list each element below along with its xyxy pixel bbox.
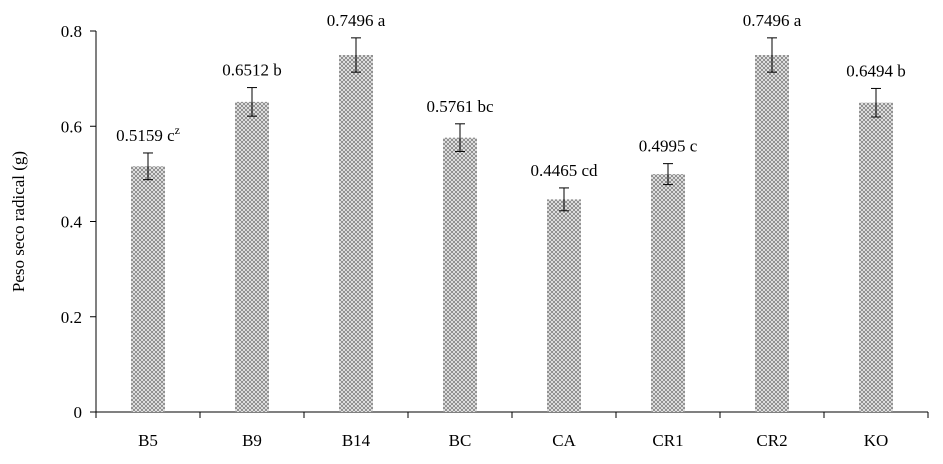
- x-tick-label: B14: [342, 431, 371, 450]
- data-label: 0.4465 cd: [530, 161, 598, 180]
- data-label-text: 0.5761 bc: [426, 97, 494, 116]
- y-tick-label: 0.4: [61, 213, 83, 232]
- data-label: 0.6494 b: [846, 61, 906, 80]
- x-tick-label: CR2: [756, 431, 787, 450]
- labels: 0.5159 cz B5 0.6512 b B9 0.7496 a B14 0.5761 b…: [116, 11, 906, 450]
- data-label-text: 0.4465 cd: [530, 161, 598, 180]
- x-tick-label: CR1: [652, 431, 683, 450]
- y-axis-title: Peso seco radical (g): [9, 151, 28, 292]
- data-label-text: 0.4995 c: [639, 137, 698, 156]
- data-label-text: 0.7496 a: [743, 11, 802, 30]
- y-tick-label: 0.6: [61, 117, 82, 136]
- y-tick-label: 0.2: [61, 308, 82, 327]
- data-label: 0.6512 b: [222, 61, 282, 80]
- x-tick-label: BC: [449, 431, 472, 450]
- bar-b9: [235, 101, 269, 412]
- data-label-text: 0.6512 b: [222, 61, 282, 80]
- x-tick-label: B5: [138, 431, 158, 450]
- data-label: 0.4995 c: [639, 137, 698, 156]
- bar-ko: [859, 102, 893, 412]
- data-label: 0.7496 a: [743, 11, 802, 30]
- bars: [131, 37, 893, 413]
- data-label-superscript: z: [175, 123, 180, 137]
- bar-cr1: [651, 174, 685, 412]
- x-tick-label: KO: [864, 431, 889, 450]
- x-tick-label: B9: [242, 431, 262, 450]
- bar-b14: [339, 55, 373, 413]
- data-label-text: 0.7496 a: [327, 11, 386, 30]
- data-label: 0.7496 a: [327, 11, 386, 30]
- data-label: 0.5159 cz: [116, 123, 180, 145]
- bar-bc: [443, 137, 477, 412]
- data-label-text: 0.6494 b: [846, 61, 906, 80]
- data-label-text: 0.5159 c: [116, 126, 175, 145]
- data-label: 0.5761 bc: [426, 97, 494, 116]
- axes: 0 0.2 0.4 0.6 0.8 Peso seco radical (g): [9, 22, 929, 422]
- bar-b5: [131, 166, 165, 412]
- y-tick-label: 0: [74, 403, 83, 422]
- x-tick-label: CA: [552, 431, 576, 450]
- y-tick-label: 0.8: [61, 22, 82, 41]
- bar-ca: [547, 199, 581, 412]
- bar-cr2: [755, 55, 789, 413]
